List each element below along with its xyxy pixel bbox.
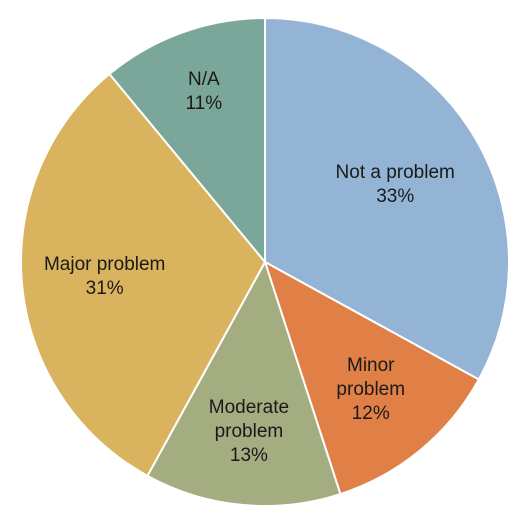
slice-label-minor-problem: Minor problem 12% [336, 355, 405, 424]
slice-percent-n-a: 11% [186, 93, 223, 114]
slice-name-not-a-problem: Not a problem [336, 162, 455, 183]
slice-percent-major-problem: 31% [86, 278, 124, 299]
slice-name-major-problem: Major problem [44, 254, 165, 275]
slice-minor-problem [263, 259, 481, 496]
slice-not-a-problem [264, 16, 509, 381]
slice-label-major-problem: Major problem 31% [44, 254, 165, 299]
slice-major-problem [20, 72, 267, 478]
slice-name-minor-problem: problem [336, 379, 405, 400]
slice-moderate-problem [146, 259, 342, 507]
slice-name-minor-problem: Minor [347, 355, 395, 376]
pie-labels: Not a problem 33% Minor problem 12% Moderate p… [44, 69, 455, 466]
slice-name-n-a: N/A [188, 69, 220, 90]
pie-slices [20, 16, 509, 507]
slice-label-not-a-problem: Not a problem 33% [336, 162, 455, 207]
slice-percent-minor-problem: 12% [352, 403, 390, 424]
slice-name-moderate-problem: Moderate [209, 397, 289, 418]
slice-label-moderate-problem: Moderate problem 13% [209, 397, 289, 466]
slice-percent-not-a-problem: 33% [376, 186, 414, 207]
slice-label-n-a: N/A 11% [186, 69, 223, 114]
slice-percent-moderate-problem: 13% [230, 445, 268, 466]
slice-name-moderate-problem: problem [215, 421, 284, 442]
slice-n-a [108, 16, 266, 265]
